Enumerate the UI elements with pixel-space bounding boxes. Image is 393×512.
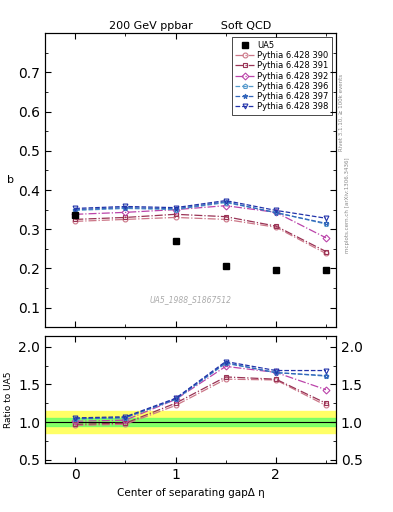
Pythia 6.428 390 (323, 250, 328, 257)
Pythia 6.428 398 (223, 198, 228, 204)
UA5 (223, 263, 228, 269)
Pythia 6.428 391 (173, 211, 178, 218)
Pythia 6.428 392 (274, 209, 278, 216)
UA5 (73, 212, 78, 219)
Pythia 6.428 390 (274, 224, 278, 230)
Pythia 6.428 390 (173, 215, 178, 221)
Pythia 6.428 396 (274, 209, 278, 216)
Bar (45, 411, 336, 433)
Pythia 6.428 391 (274, 223, 278, 229)
Y-axis label: Ratio to UA5: Ratio to UA5 (4, 371, 13, 428)
Pythia 6.428 398 (173, 205, 178, 211)
UA5 (173, 238, 178, 244)
Pythia 6.428 391 (323, 248, 328, 254)
Pythia 6.428 391 (123, 215, 128, 221)
Text: Rivet 3.1.10, ≥ 100k events: Rivet 3.1.10, ≥ 100k events (339, 74, 344, 151)
Pythia 6.428 392 (123, 209, 128, 216)
Line: Pythia 6.428 392: Pythia 6.428 392 (73, 203, 329, 240)
Line: Pythia 6.428 398: Pythia 6.428 398 (73, 198, 329, 221)
Pythia 6.428 396 (73, 207, 78, 214)
UA5 (274, 267, 278, 273)
Pythia 6.428 391 (223, 214, 228, 220)
Pythia 6.428 390 (73, 218, 78, 224)
Pythia 6.428 397 (73, 206, 78, 212)
Pythia 6.428 392 (223, 203, 228, 209)
Pythia 6.428 397 (323, 220, 328, 226)
Pythia 6.428 397 (173, 206, 178, 212)
Pythia 6.428 391 (73, 217, 78, 223)
Text: mcplots.cern.ch [arXiv:1306.3436]: mcplots.cern.ch [arXiv:1306.3436] (345, 157, 350, 252)
Pythia 6.428 396 (323, 221, 328, 227)
Line: Pythia 6.428 390: Pythia 6.428 390 (73, 215, 329, 256)
Line: Pythia 6.428 391: Pythia 6.428 391 (73, 212, 329, 254)
Pythia 6.428 397 (223, 199, 228, 205)
Pythia 6.428 396 (123, 205, 128, 211)
Bar (45, 418, 336, 426)
Pythia 6.428 396 (223, 200, 228, 206)
Pythia 6.428 397 (123, 205, 128, 211)
Title: 200 GeV ppbar        Soft QCD: 200 GeV ppbar Soft QCD (110, 21, 272, 31)
Text: UA5_1988_S1867512: UA5_1988_S1867512 (150, 294, 231, 304)
UA5 (323, 267, 328, 273)
Legend: UA5, Pythia 6.428 390, Pythia 6.428 391, Pythia 6.428 392, Pythia 6.428 396, Pyt: UA5, Pythia 6.428 390, Pythia 6.428 391,… (232, 37, 332, 115)
Line: Pythia 6.428 396: Pythia 6.428 396 (73, 200, 329, 226)
Pythia 6.428 397 (274, 210, 278, 216)
Pythia 6.428 398 (123, 203, 128, 209)
Pythia 6.428 398 (323, 215, 328, 221)
Line: UA5: UA5 (72, 212, 329, 274)
Pythia 6.428 392 (73, 211, 78, 218)
Pythia 6.428 392 (323, 234, 328, 241)
Pythia 6.428 398 (73, 205, 78, 211)
Pythia 6.428 392 (173, 206, 178, 212)
Line: Pythia 6.428 397: Pythia 6.428 397 (73, 199, 329, 226)
Pythia 6.428 398 (274, 207, 278, 214)
Pythia 6.428 390 (223, 217, 228, 223)
Y-axis label: b: b (7, 175, 13, 185)
X-axis label: Center of separating gapΔ η: Center of separating gapΔ η (117, 488, 264, 498)
Pythia 6.428 396 (173, 206, 178, 212)
Pythia 6.428 390 (123, 217, 128, 223)
